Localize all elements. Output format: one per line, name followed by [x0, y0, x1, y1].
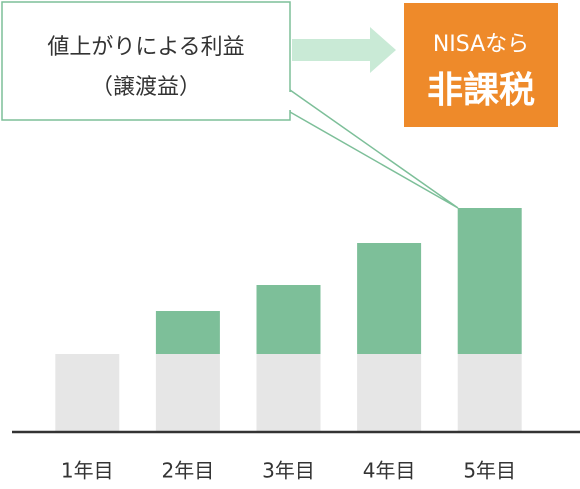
bar-segment — [55, 354, 120, 432]
bar-segment — [155, 354, 220, 432]
badge-title: 非課税 — [427, 70, 535, 111]
x-tick-label: 4年目 — [363, 459, 416, 483]
x-tick-label: 5年目 — [463, 459, 516, 483]
x-tick-label: 3年目 — [262, 459, 315, 483]
bar-segment — [357, 354, 422, 432]
callout-box — [1, 1, 291, 121]
bar-segment — [357, 243, 422, 354]
bar-segment — [155, 311, 220, 354]
x-tick-label: 2年目 — [162, 459, 215, 483]
bar-segment — [256, 285, 321, 354]
bar-segment — [457, 354, 522, 432]
bar-segment — [256, 354, 321, 432]
callout-join — [288, 92, 292, 110]
badge — [404, 3, 558, 127]
arrow — [292, 27, 396, 73]
x-tick-label: 1年目 — [61, 459, 114, 483]
badge-text: NISAなら — [433, 32, 529, 57]
bar-segment — [457, 208, 522, 354]
callout-text: 値上がりによる利益 — [47, 35, 244, 60]
callout-text: （譲渡益） — [91, 75, 201, 100]
